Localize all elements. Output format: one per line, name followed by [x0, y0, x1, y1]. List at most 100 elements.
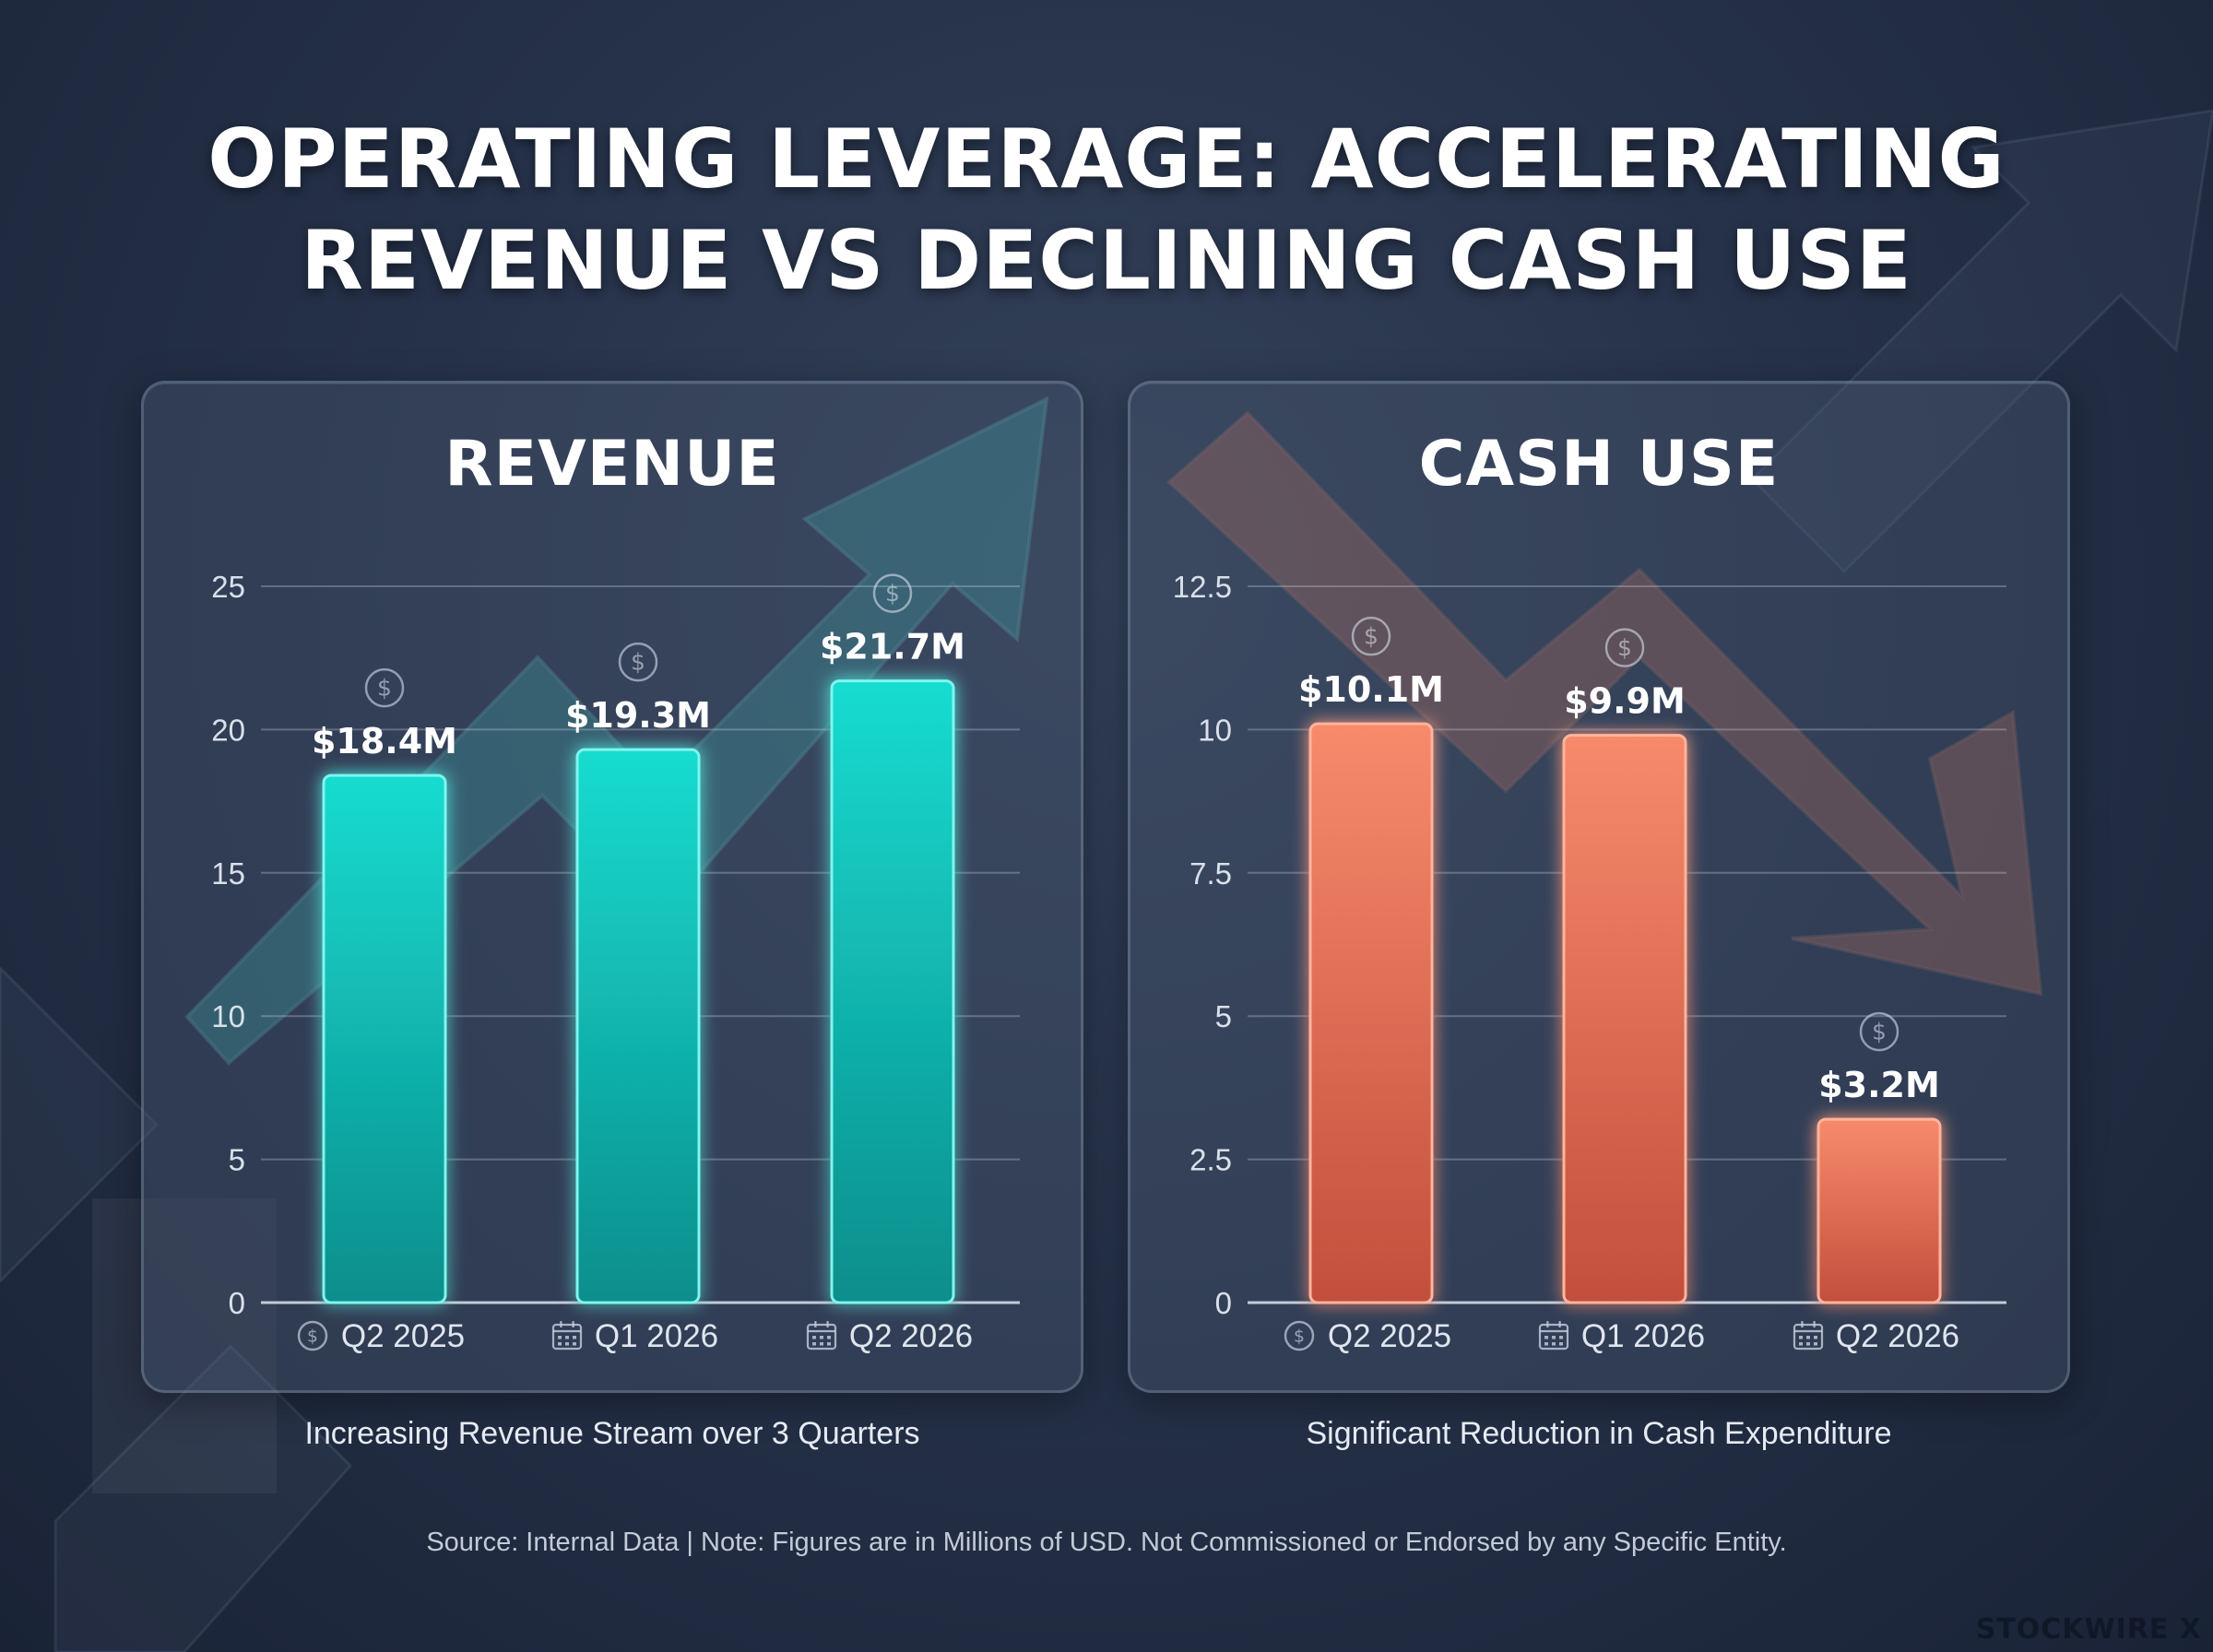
calendar-day-cell — [558, 1336, 562, 1339]
calendar-day-cell — [1559, 1342, 1563, 1346]
dollar-coin-glyph: $ — [1872, 1018, 1887, 1044]
page-title: OPERATING LEVERAGE: ACCELERATING REVENUE… — [0, 109, 2213, 312]
calendar-frame — [1538, 1323, 1569, 1351]
title-line-2: REVENUE VS DECLINING CASH USE — [301, 213, 1912, 308]
bar — [1817, 1117, 1942, 1304]
dollar-coin-icon: $ — [872, 573, 913, 613]
dollar-coin-glyph: $ — [307, 1327, 318, 1346]
dollar-coin-ring — [1284, 1320, 1315, 1351]
y-tick-label: 0 — [1215, 1286, 1232, 1320]
x-tick-label: Q2 2025 — [1328, 1318, 1451, 1354]
dollar-coin-glyph: $ — [1294, 1327, 1305, 1346]
bar — [830, 679, 955, 1304]
dollar-coin-ring — [1604, 628, 1645, 667]
chart-title: REVENUE — [444, 428, 779, 501]
dollar-coin-ring — [1859, 1011, 1899, 1052]
dollar-coin-icon: $ — [297, 1320, 328, 1351]
calendar-day-cell — [820, 1342, 823, 1346]
calendar-day-cell — [1814, 1342, 1817, 1346]
x-tick-label: Q1 2026 — [1581, 1318, 1705, 1354]
calendar-day-cell — [1806, 1342, 1810, 1346]
dollar-coin-glyph: $ — [885, 580, 900, 607]
y-tick-label: 20 — [211, 713, 245, 747]
calendar-frame — [1793, 1323, 1824, 1351]
data-label: $3.2M — [1818, 1065, 1940, 1105]
brand-watermark: STOCKWIRE X — [1975, 1613, 2202, 1646]
dollar-coin-icon: $ — [1284, 1320, 1315, 1351]
y-tick-label: 25 — [211, 570, 245, 604]
y-tick-label: 0 — [229, 1286, 245, 1320]
bar — [1308, 722, 1434, 1304]
cash-use-chart: CASH USE 0 2.5 5 7.5 10 12.5 $10.1M $ Q2 2025 $ $9.… — [1166, 410, 2043, 1354]
dollar-coin-ring — [872, 573, 913, 613]
dollar-coin-glyph: $ — [1617, 634, 1632, 661]
y-tick-label: 7.5 — [1189, 856, 1232, 891]
data-label: $21.7M — [820, 627, 965, 667]
y-tick-label: 2.5 — [1189, 1143, 1232, 1177]
y-tick-label: 10 — [1198, 713, 1232, 747]
revenue-chart: REVENUE 0 5 10 15 20 25 $18.4M $ Q2 2025 $ $19.3M $ Q… — [184, 395, 1049, 1354]
data-label: $18.4M — [312, 721, 457, 761]
bar — [1562, 734, 1687, 1304]
calendar-day-cell — [573, 1342, 576, 1346]
dollar-coin-glyph: $ — [631, 649, 645, 676]
chart-title: CASH USE — [1419, 428, 1780, 501]
calendar-day-cell — [1559, 1336, 1563, 1339]
y-tick-label: 12.5 — [1173, 570, 1232, 604]
cash-use-caption: Significant Reduction in Cash Expenditur… — [1306, 1416, 1892, 1451]
calendar-day-cell — [558, 1342, 562, 1346]
calendar-day-cell — [1544, 1342, 1548, 1346]
source-note: Source: Internal Data | Note: Figures ar… — [426, 1528, 1787, 1557]
dollar-coin-icon: $ — [1604, 628, 1645, 667]
dollar-coin-ring — [297, 1320, 328, 1351]
calendar-frame — [806, 1323, 837, 1351]
calendar-icon — [806, 1321, 837, 1351]
data-label: $10.1M — [1298, 669, 1444, 710]
calendar-day-cell — [565, 1342, 569, 1346]
y-tick-label: 5 — [229, 1143, 245, 1177]
calendar-icon — [551, 1321, 583, 1351]
calendar-day-cell — [1814, 1336, 1817, 1339]
dollar-coin-icon: $ — [1859, 1011, 1899, 1052]
calendar-day-cell — [1552, 1336, 1556, 1339]
calendar-day-cell — [1799, 1336, 1803, 1339]
x-tick-label: Q2 2026 — [849, 1318, 973, 1354]
dollar-coin-icon: $ — [364, 667, 405, 708]
calendar-day-cell — [827, 1342, 831, 1346]
calendar-day-cell — [573, 1336, 576, 1339]
data-label: $19.3M — [565, 695, 711, 736]
dollar-coin-ring — [618, 642, 658, 682]
calendar-day-cell — [565, 1336, 569, 1339]
x-tick-label: Q1 2026 — [595, 1318, 718, 1354]
calendar-day-cell — [812, 1336, 816, 1339]
y-tick-label: 5 — [1215, 999, 1232, 1033]
dollar-coin-ring — [1351, 616, 1391, 656]
x-tick-label: Q2 2026 — [1836, 1318, 1959, 1354]
dollar-coin-icon: $ — [618, 642, 658, 682]
calendar-day-cell — [827, 1336, 831, 1339]
title-line-1: OPERATING LEVERAGE: ACCELERATING — [207, 112, 2006, 206]
y-tick-label: 10 — [211, 999, 245, 1033]
data-label: $9.9M — [1564, 681, 1686, 722]
calendar-day-cell — [1799, 1342, 1803, 1346]
calendar-frame — [551, 1323, 583, 1351]
calendar-day-cell — [812, 1342, 816, 1346]
dollar-coin-glyph: $ — [377, 675, 392, 702]
dollar-coin-ring — [364, 667, 405, 708]
calendar-day-cell — [1544, 1336, 1548, 1339]
calendar-icon — [1538, 1321, 1569, 1351]
revenue-caption: Increasing Revenue Stream over 3 Quarter… — [304, 1416, 920, 1451]
y-tick-label: 15 — [211, 856, 245, 891]
bar — [322, 773, 447, 1304]
dollar-coin-glyph: $ — [1364, 623, 1379, 650]
x-tick-label: Q2 2025 — [341, 1318, 465, 1354]
bar — [575, 748, 701, 1304]
calendar-day-cell — [1806, 1336, 1810, 1339]
cash-use-chart-panel: CASH USE 0 2.5 5 7.5 10 12.5 $10.1M $ Q2 2025 $ $9.… — [1128, 381, 2070, 1393]
revenue-chart-panel: REVENUE 0 5 10 15 20 25 $18.4M $ Q2 2025 $ $19.3M $ Q… — [141, 381, 1083, 1393]
calendar-day-cell — [820, 1336, 823, 1339]
calendar-icon — [1793, 1321, 1824, 1351]
calendar-day-cell — [1552, 1342, 1556, 1346]
dollar-coin-icon: $ — [1351, 616, 1391, 656]
